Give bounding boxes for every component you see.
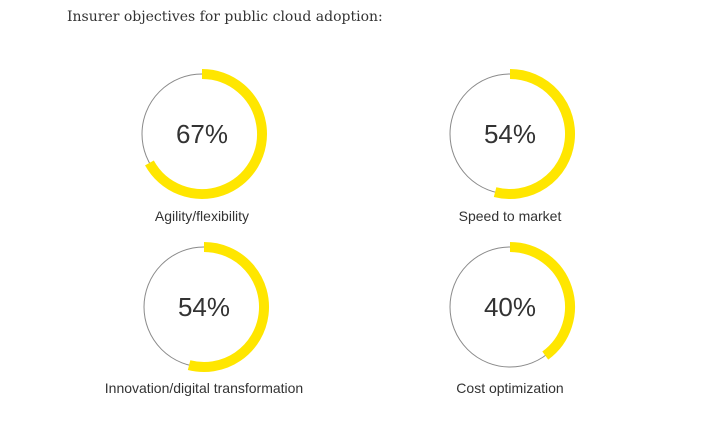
donut-0: 67% Agility/flexibility: [141, 69, 267, 224]
donut-category-label: Speed to market: [459, 208, 562, 224]
page-title: Insurer objectives for public cloud adop…: [67, 9, 383, 25]
donut-value-label: 40%: [484, 292, 536, 322]
donut-1: 54% Speed to market: [449, 69, 576, 224]
donut-value-arc: [509, 242, 575, 360]
donut-value-arc: [145, 69, 267, 199]
donut-value-label: 67%: [176, 119, 228, 149]
donut-value-arc: [493, 69, 576, 199]
donut-category-label: Innovation/digital transformation: [105, 380, 303, 396]
donut-value-label: 54%: [178, 292, 230, 322]
donut-3: 40% Cost optimization: [449, 242, 575, 396]
donut-2: 54% Innovation/digital transformation: [105, 242, 303, 396]
donut-category-label: Agility/flexibility: [155, 208, 249, 224]
donut-category-label: Cost optimization: [456, 380, 563, 396]
donut-value-arc: [187, 242, 270, 372]
donut-value-label: 54%: [484, 119, 536, 149]
